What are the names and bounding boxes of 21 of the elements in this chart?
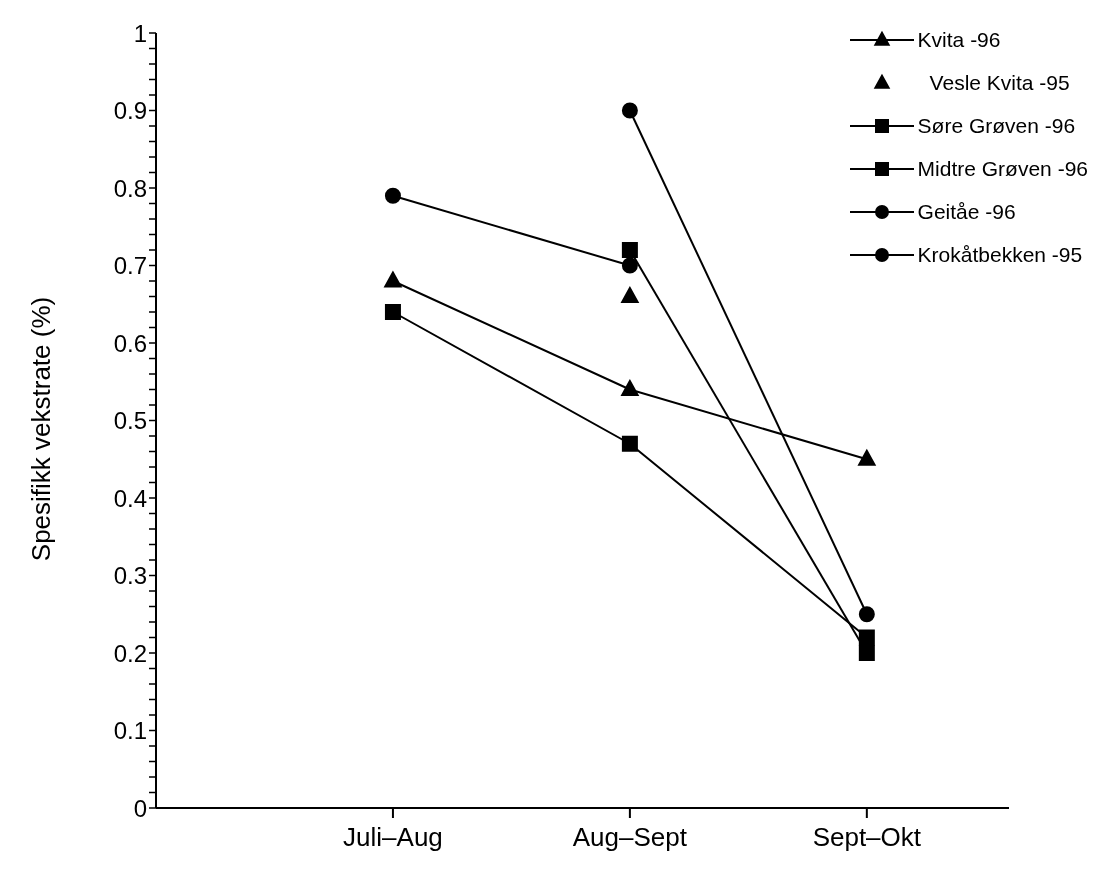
y-tick-label: 0.6	[113, 329, 147, 357]
legend-label: Geitåe -96	[917, 199, 1016, 224]
y-tick-label: 0.1	[113, 717, 147, 745]
y-tick-label: 0	[133, 794, 147, 822]
x-tick-label: Aug–Sept	[572, 822, 688, 853]
y-tick-label: 1	[133, 19, 147, 47]
y-tick-label: 0.5	[113, 407, 147, 435]
x-tick-label: Sept–Okt	[812, 822, 922, 853]
y-tick-label: 0.3	[113, 562, 147, 590]
legend-label: Midtre Grøven -96	[917, 156, 1088, 181]
y-tick-label: 0.4	[113, 484, 147, 512]
x-tick-label: Juli–Aug	[343, 822, 443, 853]
y-tick-label: 0.9	[113, 97, 147, 125]
legend-label: Vesle Kvita -95	[929, 70, 1070, 95]
legend-label: Søre Grøven -96	[917, 113, 1076, 138]
y-tick-label: 0.2	[113, 639, 147, 667]
y-tick-label: 0.8	[113, 174, 147, 202]
legend-label: Kvita -96	[917, 27, 1001, 52]
y-tick-label: 0.7	[113, 252, 147, 280]
y-axis-title: Spesifikk vekstrate (%)	[26, 296, 56, 562]
legend-label: Krokåtbekken -95	[917, 242, 1083, 267]
